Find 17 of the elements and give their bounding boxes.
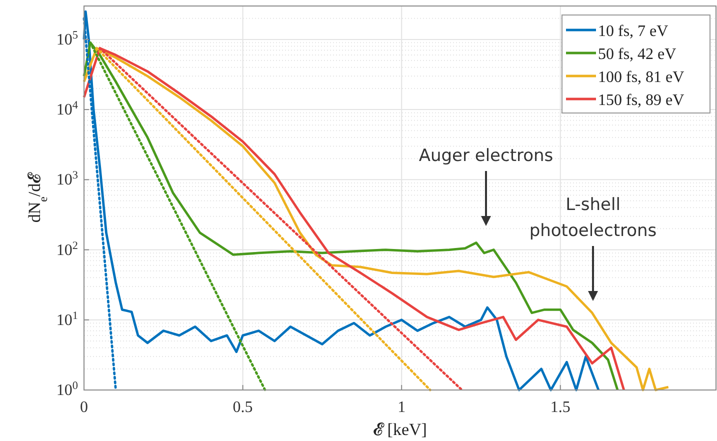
y-tick-label: 10$^{5}$ [56, 29, 78, 48]
y-tick-label: 10$^{2}$ [56, 240, 78, 259]
legend-label: 100 fs, 81 eV [598, 69, 685, 86]
x-tick-label: 0.5 [232, 399, 253, 416]
y-tick-label: 10$^{0}$ [56, 380, 78, 399]
annotation: Auger electrons [418, 146, 554, 166]
y-tick-label: 10$^{1}$ [56, 310, 78, 329]
y-tick-label: 10$^{3}$ [56, 170, 78, 189]
x-tick-label: 1 [398, 399, 406, 416]
legend-label: 150 fs, 89 eV [598, 92, 685, 109]
x-axis-title: 𝓔 [keV] [373, 420, 427, 439]
legend-label: 10 fs, 7 eV [598, 23, 669, 40]
x-tick-label: 0 [80, 399, 88, 416]
x-tick-label: 1.5 [550, 399, 570, 416]
legend-label: 50 fs, 42 eV [598, 46, 677, 63]
annotation: L-shell photoelectrons [529, 195, 657, 241]
y-tick-label: 10$^{4}$ [56, 100, 78, 119]
